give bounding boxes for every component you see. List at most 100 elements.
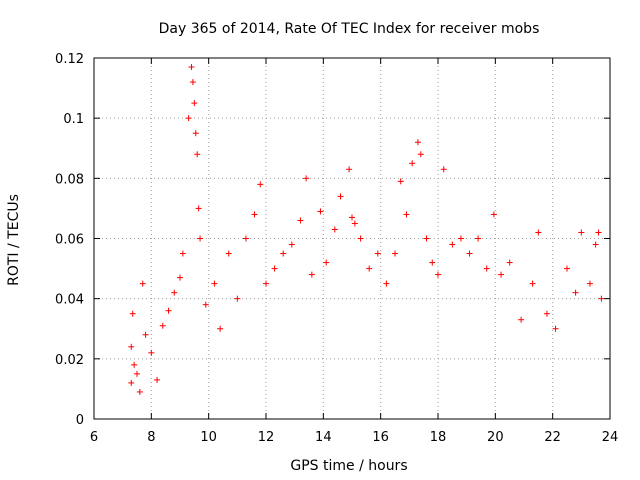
data-point: [429, 259, 436, 266]
y-tick-label: 0.1: [63, 112, 84, 127]
data-point: [483, 265, 490, 272]
x-tick-label: 14: [315, 430, 332, 445]
data-point: [586, 280, 593, 287]
data-point: [498, 271, 505, 278]
data-point: [349, 214, 355, 221]
data-point: [506, 259, 513, 266]
x-tick-label: 8: [147, 430, 155, 445]
y-axis-label: ROTI / TECUs: [6, 194, 22, 286]
data-point: [529, 280, 536, 287]
data-point: [129, 310, 136, 317]
data-point: [417, 151, 424, 158]
data-point: [159, 322, 166, 329]
data-point: [128, 379, 135, 386]
data-point: [171, 289, 178, 296]
y-tick-label: 0.04: [55, 293, 84, 308]
axis-ticks: [93, 57, 611, 420]
data-point: [142, 331, 149, 338]
data-point: [592, 241, 599, 248]
data-point: [297, 217, 304, 224]
data-point: [251, 211, 258, 218]
x-tick-label: 24: [602, 430, 619, 445]
data-point: [195, 205, 202, 212]
x-tick-label: 20: [487, 430, 504, 445]
data-point: [535, 229, 542, 236]
data-point: [598, 295, 605, 302]
data-point: [397, 178, 404, 185]
data-point: [457, 235, 464, 242]
data-point: [271, 265, 278, 272]
data-point: [409, 160, 416, 167]
data-point: [337, 193, 344, 200]
x-tick-label: 18: [430, 430, 447, 445]
data-point: [131, 361, 138, 368]
data-point: [217, 325, 224, 332]
data-point: [435, 271, 441, 278]
data-point: [543, 310, 550, 317]
y-tick-label: 0.02: [55, 353, 84, 368]
data-point: [346, 166, 353, 173]
data-point: [423, 235, 430, 242]
x-tick-label: 22: [544, 430, 561, 445]
x-tick-label: 12: [258, 430, 275, 445]
y-tick-label: 0.12: [55, 52, 84, 67]
data-point: [191, 100, 198, 107]
data-point: [211, 280, 218, 287]
data-point: [288, 241, 295, 248]
data-point: [202, 301, 209, 308]
data-point: [197, 235, 204, 242]
data-point: [374, 250, 381, 257]
data-point: [179, 250, 186, 257]
data-point: [331, 226, 338, 233]
data-point: [383, 280, 390, 287]
data-point: [475, 235, 482, 242]
data-point: [134, 370, 140, 377]
data-point: [366, 265, 373, 272]
data-point: [564, 265, 570, 272]
plot-frame: [93, 57, 611, 420]
data-point: [185, 115, 192, 122]
data-point: [578, 229, 585, 236]
data-point: [351, 220, 358, 227]
data-point: [192, 130, 199, 137]
data-point: [242, 235, 249, 242]
data-point: [518, 316, 525, 323]
data-point: [552, 325, 559, 332]
data-point: [392, 250, 398, 257]
data-point: [466, 250, 473, 257]
data-point: [189, 79, 196, 86]
data-point: [154, 376, 161, 383]
data-point: [257, 181, 264, 188]
data-point: [194, 151, 201, 158]
data-point: [403, 211, 410, 218]
data-point: [357, 235, 364, 242]
data-point: [139, 280, 146, 287]
x-axis-label: GPS time / hours: [290, 458, 407, 474]
data-point: [490, 211, 497, 218]
data-point: [303, 175, 310, 182]
y-tick-label: 0.06: [55, 233, 84, 248]
data-point: [128, 343, 135, 350]
data-point: [280, 250, 287, 257]
x-tick-label: 6: [90, 430, 98, 445]
data-point: [572, 289, 579, 296]
data-point: [177, 274, 183, 281]
data-point: [308, 271, 315, 278]
data-point: [317, 208, 324, 215]
x-tick-label: 16: [372, 430, 389, 445]
data-point: [165, 307, 172, 314]
data-point: [595, 229, 602, 236]
y-tick-label: 0: [76, 413, 84, 428]
data-point: [225, 250, 232, 257]
data-point: [234, 295, 241, 302]
data-points: [128, 64, 605, 395]
chart-title: Day 365 of 2014, Rate Of TEC Index for r…: [159, 21, 540, 37]
grid-lines: [94, 58, 610, 419]
data-point: [440, 166, 447, 173]
data-point: [263, 280, 269, 287]
data-point: [148, 349, 155, 356]
x-tick-label: 10: [200, 430, 217, 445]
data-point: [414, 139, 421, 146]
data-point: [136, 388, 143, 395]
